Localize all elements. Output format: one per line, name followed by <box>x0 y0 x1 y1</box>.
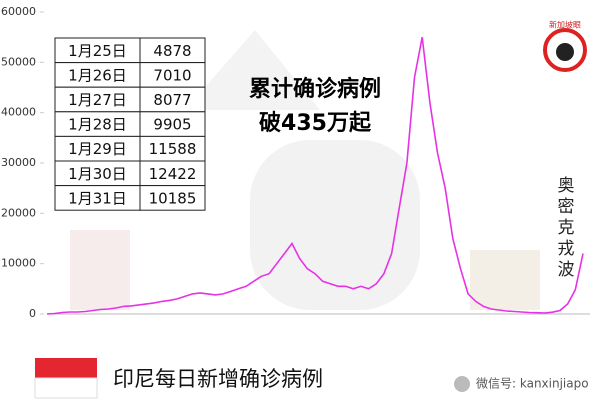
table-text: 4878 <box>153 42 191 60</box>
table-text: 1月31日 <box>68 189 127 207</box>
table-cell <box>139 185 206 211</box>
annotation: 戎 <box>558 239 575 259</box>
table-text: 11588 <box>149 140 197 158</box>
watermark: 微信号: kanxinjiapo <box>476 377 589 391</box>
table-text: 1月30日 <box>68 165 127 183</box>
logo-icon <box>556 43 574 61</box>
data-line <box>46 37 584 315</box>
caption: 印尼每日新增确诊病例 <box>113 367 323 391</box>
table-text: 1月26日 <box>68 66 127 84</box>
annotation: 波 <box>558 260 575 280</box>
background-decor <box>70 30 540 310</box>
y-tick-label: 40000 <box>1 106 36 119</box>
y-tick-label: 10000 <box>1 257 36 270</box>
y-tick-label: 60000 <box>1 5 36 18</box>
table-cell <box>54 111 141 137</box>
table-text: 1月25日 <box>68 42 127 60</box>
table-text: 1月28日 <box>68 116 127 134</box>
table-text: 7010 <box>153 66 191 84</box>
table-cell <box>139 135 206 162</box>
table-text: 10185 <box>149 189 197 207</box>
table-text: 8077 <box>153 91 191 109</box>
table-cell <box>139 86 206 113</box>
flag-white <box>34 377 98 399</box>
table-text: 1月27日 <box>68 91 127 109</box>
y-tick-label: 30000 <box>1 156 36 169</box>
table-text: 9905 <box>153 116 191 134</box>
table-cell <box>54 135 141 162</box>
wechat-icon <box>454 376 470 392</box>
y-tick-label: 50000 <box>1 55 36 68</box>
annotation: 密 <box>558 197 575 217</box>
table-text: 12422 <box>149 165 197 183</box>
table-cell <box>139 160 206 187</box>
annotation: 克 <box>558 218 575 238</box>
table-cell <box>139 111 206 137</box>
table-text: 1月29日 <box>68 140 127 158</box>
table: 1月25日 4878 1月26日 7010 1月27日 8077 1月28日 9905 1月29… <box>54 37 206 211</box>
table-cell <box>139 62 206 88</box>
y-tick-label: 0 <box>29 307 36 320</box>
y-tick-label: 20000 <box>1 206 36 219</box>
table-cell <box>54 160 141 187</box>
chart-title: 破435万起 <box>259 110 372 136</box>
table-cell <box>54 185 141 211</box>
annotation: 奥 <box>558 176 575 196</box>
flag-red <box>35 358 97 378</box>
logo-text: 新加坡眼 <box>549 20 581 30</box>
chart-title: 累计确诊病例 <box>249 76 381 102</box>
